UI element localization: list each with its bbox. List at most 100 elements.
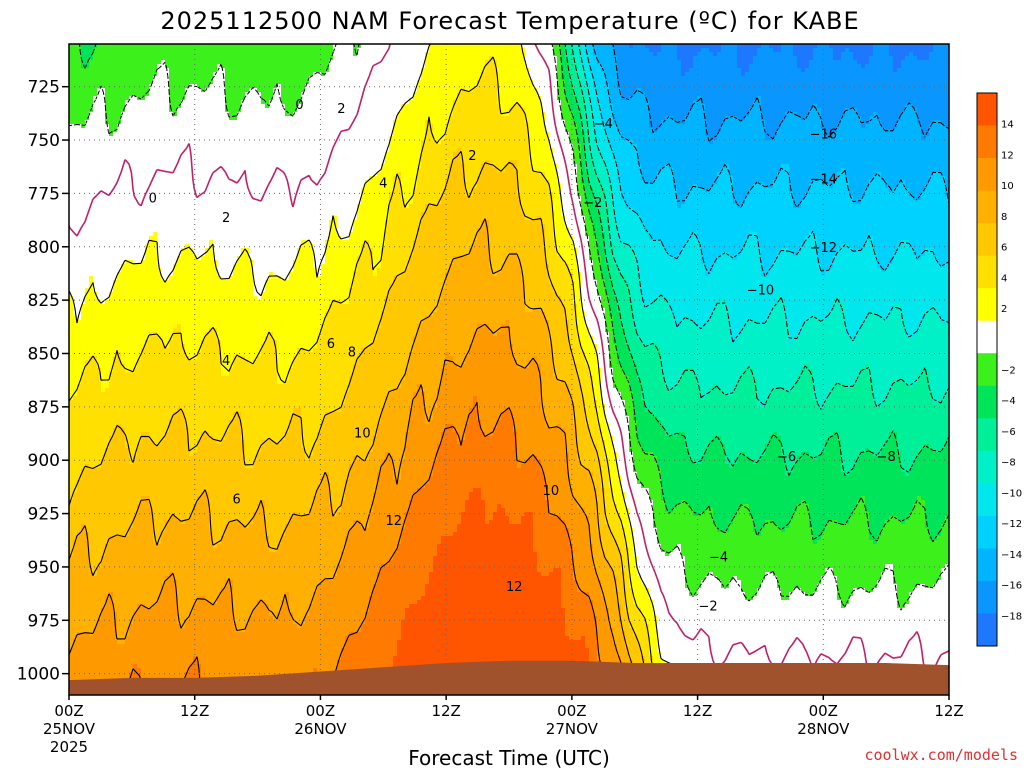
temperature-cell — [753, 184, 766, 189]
temperature-cell — [601, 212, 610, 217]
temperature-cell — [677, 204, 682, 209]
temperature-cell — [237, 256, 250, 261]
temperature-cell — [277, 548, 346, 553]
temperature-cell — [69, 88, 98, 93]
temperature-cell — [417, 232, 478, 237]
temperature-cell — [661, 656, 949, 661]
temperature-cell — [369, 176, 394, 181]
temperature-cell — [581, 168, 586, 173]
temperature-cell — [565, 428, 578, 433]
temperature-cell — [597, 496, 606, 501]
temperature-cell — [661, 484, 949, 489]
temperature-cell — [409, 100, 454, 105]
isotherm-line — [69, 44, 949, 677]
temperature-cell — [841, 468, 854, 473]
temperature-cell — [293, 408, 302, 413]
temperature-cell — [705, 116, 726, 121]
temperature-cell — [517, 364, 530, 369]
temperature-cell — [153, 540, 162, 545]
temperature-cell — [185, 416, 234, 421]
temperature-cell — [117, 620, 134, 625]
temperature-cell — [181, 324, 322, 329]
temperature-cell — [801, 328, 846, 333]
temperature-cell — [553, 148, 574, 153]
temperature-cell — [129, 452, 138, 457]
temperature-cell — [105, 92, 150, 97]
temperature-cell — [789, 248, 802, 253]
temperature-cell — [569, 460, 582, 465]
temperature-cell — [661, 476, 949, 481]
temperature-cell — [733, 192, 750, 197]
temperature-cell — [901, 64, 949, 69]
temperature-cell — [557, 56, 562, 61]
temperature-cell — [221, 360, 234, 365]
temperature-cell — [765, 120, 782, 125]
temperature-cell — [685, 432, 774, 437]
temperature-cell — [565, 444, 578, 449]
temperature-cell — [657, 620, 949, 625]
temperature-cell — [497, 100, 542, 105]
temperature-cell — [69, 676, 130, 681]
temperature-cell — [513, 424, 550, 429]
credit-link[interactable]: coolwx.com/models — [864, 746, 1018, 764]
temperature-cell — [133, 616, 178, 621]
temperature-cell — [709, 392, 726, 397]
temperature-cell — [929, 308, 938, 313]
temperature-cell — [581, 144, 586, 149]
temperature-cell — [733, 256, 738, 261]
temperature-cell — [641, 576, 686, 581]
temperature-cell — [465, 168, 482, 173]
temperature-cell — [749, 504, 798, 509]
temperature-cell — [861, 496, 866, 501]
temperature-cell — [185, 344, 202, 349]
temperature-cell — [197, 656, 342, 661]
temperature-cell — [585, 320, 606, 325]
temperature-cell — [425, 136, 434, 141]
temperature-cell — [881, 572, 894, 577]
temperature-cell — [917, 328, 949, 333]
temperature-cell — [541, 376, 558, 381]
temperature-cell — [601, 472, 610, 477]
temperature-cell — [573, 408, 586, 413]
colorbar-label: −14 — [1001, 550, 1022, 561]
temperature-cell — [641, 340, 734, 345]
temperature-cell — [629, 620, 646, 625]
temperature-cell — [329, 64, 426, 69]
temperature-cell — [261, 444, 302, 449]
temperature-cell — [673, 176, 718, 181]
y-tick-label: 875 — [28, 398, 60, 418]
temperature-cell — [773, 432, 778, 437]
temperature-cell — [617, 468, 634, 473]
temperature-cell — [477, 80, 498, 85]
temperature-cell — [525, 512, 534, 517]
temperature-cell — [601, 296, 610, 301]
temperature-cell — [313, 264, 322, 269]
temperature-cell — [265, 336, 274, 341]
temperature-cell — [605, 600, 618, 605]
temperature-cell — [765, 132, 778, 137]
temperature-cell — [153, 80, 170, 85]
temperature-cell — [665, 116, 674, 121]
temperature-cell — [781, 48, 794, 53]
temperature-cell — [605, 252, 614, 257]
temperature-cell — [265, 528, 286, 533]
temperature-cell — [589, 180, 602, 185]
temperature-cell — [277, 364, 294, 369]
temperature-cell — [589, 144, 598, 149]
temperature-cell — [441, 384, 542, 389]
temperature-cell — [657, 344, 949, 349]
temperature-cell — [613, 636, 626, 641]
temperature-cell — [613, 216, 642, 221]
temperature-cell — [577, 372, 590, 377]
temperature-cell — [597, 292, 606, 297]
temperature-cell — [593, 612, 610, 617]
x-tick-label: 2025 — [50, 738, 88, 756]
temperature-cell — [69, 92, 98, 97]
temperature-cell — [525, 308, 534, 313]
temperature-cell — [929, 444, 946, 449]
temperature-cell — [577, 584, 602, 589]
temperature-cell — [117, 636, 126, 641]
temperature-cell — [797, 60, 810, 65]
temperature-cell — [541, 388, 570, 393]
temperature-cell — [673, 388, 702, 393]
